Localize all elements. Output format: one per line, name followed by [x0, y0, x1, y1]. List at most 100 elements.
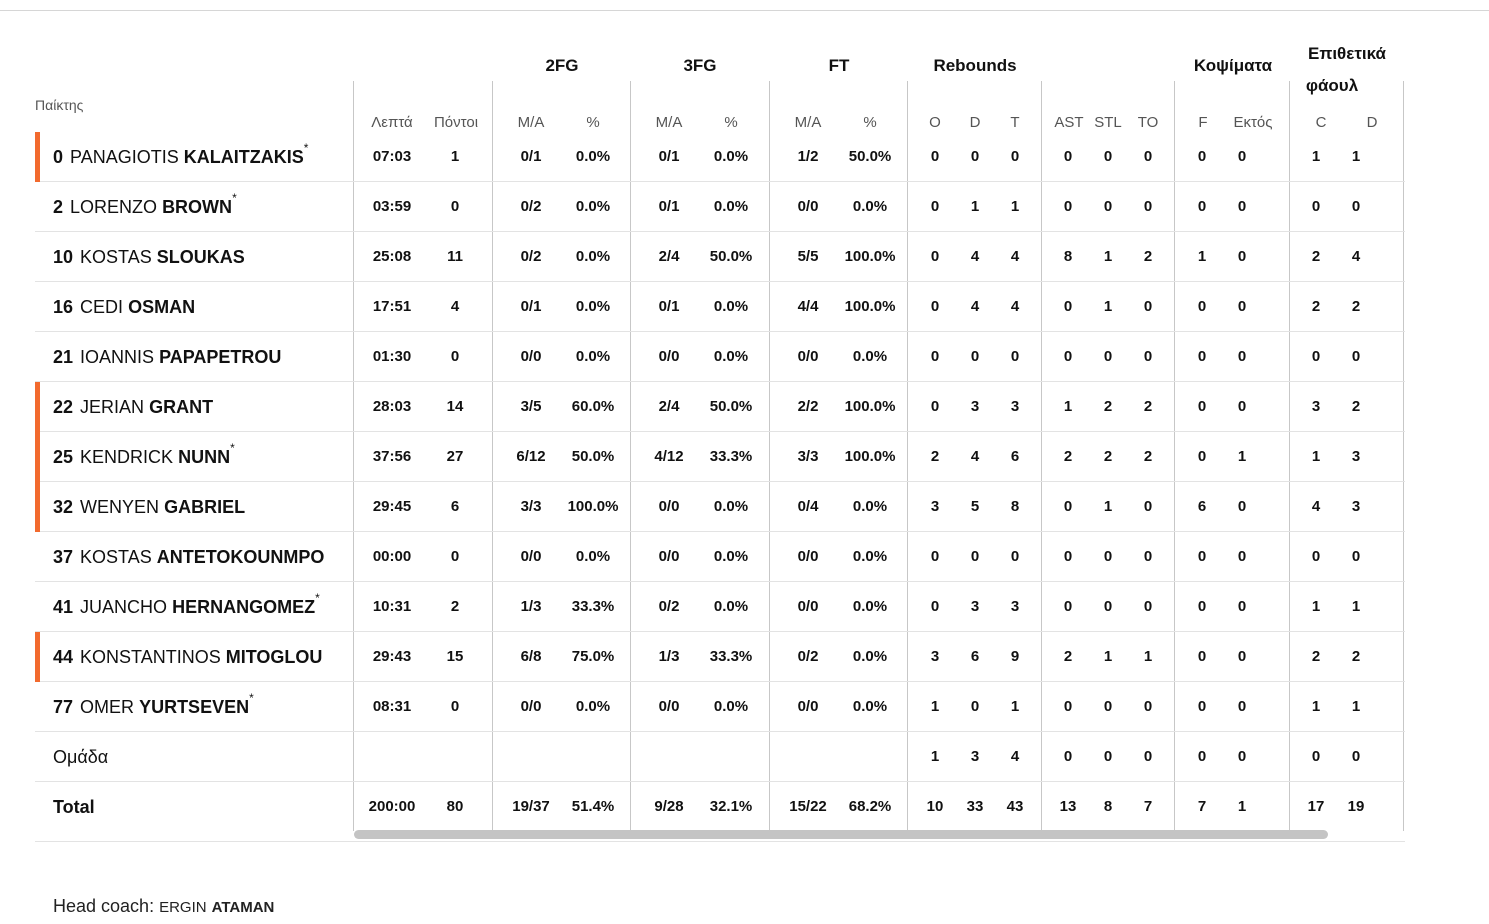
player-number: 41 [53, 597, 74, 617]
head-coach-first-name: ERGIN [159, 899, 207, 916]
player-name-link[interactable]: 2 LORENZO BROWN* [53, 182, 237, 232]
stat-t: 6 [1010, 448, 1020, 465]
stat-stl: 0 [1103, 748, 1113, 765]
player-name-link[interactable]: 77 OMER YURTSEVEN* [53, 682, 254, 732]
stat-fg3-pct: 50.0% [709, 398, 753, 415]
stat-c: 1 [1311, 148, 1321, 165]
stat-ft-ma: 0/0 [797, 698, 819, 715]
stat-fg2-pct: 0.0% [575, 198, 611, 215]
stat-out: 0 [1237, 698, 1247, 715]
stat-d: 3 [970, 598, 980, 615]
stat-c: 1 [1311, 598, 1321, 615]
stat-f: 0 [1197, 148, 1207, 165]
stat-fg2-ma: 0/0 [520, 548, 542, 565]
stat-f: 1 [1197, 248, 1207, 265]
player-name-link[interactable]: 32 WENYEN GABRIEL [53, 482, 245, 532]
player-name-link[interactable]: 37 KOSTAS ANTETOKOUNMPO [53, 532, 324, 582]
player-name-link[interactable]: 16 CEDI OSMAN [53, 282, 195, 332]
stat-f: 0 [1197, 748, 1207, 765]
subheader-c[interactable]: C [1315, 114, 1327, 131]
player-first-name: PANAGIOTIS [70, 147, 179, 167]
horizontal-scrollbar[interactable] [354, 830, 1328, 839]
stat-to: 2 [1143, 448, 1153, 465]
subheader-d[interactable]: D [969, 114, 981, 131]
subheader-min[interactable]: Λεπτά [371, 114, 413, 131]
stat-ast: 0 [1063, 548, 1073, 565]
stat-out: 0 [1237, 248, 1247, 265]
player-name-link[interactable]: 10 KOSTAS SLOUKAS [53, 232, 245, 282]
stat-t: 0 [1010, 148, 1020, 165]
player-name-link[interactable]: 0 PANAGIOTIS KALAITZAKIS* [53, 132, 308, 182]
stat-d: 4 [970, 248, 980, 265]
subheader-t[interactable]: T [1010, 114, 1020, 131]
stat-dd: 0 [1351, 748, 1361, 765]
stat-f: 0 [1197, 298, 1207, 315]
player-number: 44 [53, 647, 74, 667]
stat-ft-pct: 0.0% [852, 698, 888, 715]
stat-fg2-pct: 33.3% [571, 598, 615, 615]
player-number: 32 [53, 497, 74, 517]
stat-stl: 1 [1103, 248, 1113, 265]
stat-d: 0 [970, 148, 980, 165]
header-rebounds: Rebounds [933, 56, 1017, 75]
stat-stl: 0 [1103, 348, 1113, 365]
stat-min: 25:08 [372, 248, 412, 265]
stat-ft-ma: 0/0 [797, 348, 819, 365]
stat-pts: 0 [450, 198, 460, 215]
subheader-out[interactable]: Εκτός [1233, 114, 1273, 131]
stat-ft-ma: 15/22 [789, 798, 827, 815]
subheader-ast[interactable]: AST [1054, 114, 1084, 131]
stat-stl: 0 [1103, 698, 1113, 715]
stat-fg3-pct: 0.0% [713, 348, 749, 365]
stat-ft-pct: 0.0% [852, 548, 888, 565]
subheader-stl[interactable]: STL [1094, 114, 1122, 131]
player-name-link[interactable]: 44 KONSTANTINOS MITOGLOU [53, 632, 322, 682]
subheader-ft-pct[interactable]: % [863, 114, 877, 131]
player-name-link[interactable]: 25 KENDRICK NUNN* [53, 432, 235, 482]
stat-dd: 1 [1351, 598, 1361, 615]
stat-min: 00:00 [372, 548, 412, 565]
stat-ft-ma: 0/0 [797, 548, 819, 565]
stat-stl: 1 [1103, 298, 1113, 315]
subheader-fg2-pct[interactable]: % [586, 114, 600, 131]
subheader-to[interactable]: TO [1137, 114, 1159, 131]
stat-fg3-ma: 2/4 [658, 398, 680, 415]
player-number: 77 [53, 697, 74, 717]
stat-fg3-ma: 0/1 [658, 148, 680, 165]
subheader-fg2-ma[interactable]: M/A [517, 114, 545, 131]
stat-ft-pct: 0.0% [852, 198, 888, 215]
player-number: 16 [53, 297, 74, 317]
subheader-dd[interactable]: D [1366, 114, 1378, 131]
player-last-name: MITOGLOU [225, 647, 323, 667]
stat-dd: 1 [1351, 698, 1361, 715]
subheader-fg3-ma[interactable]: M/A [655, 114, 683, 131]
player-name-link[interactable]: 22 JERIAN GRANT [53, 382, 213, 432]
stat-ast: 0 [1063, 148, 1073, 165]
stat-o: 1 [930, 698, 940, 715]
stat-fg2-ma: 0/1 [520, 148, 542, 165]
subheader-f[interactable]: F [1198, 114, 1208, 131]
stat-fg2-ma: 0/2 [520, 248, 542, 265]
player-name-link[interactable]: 41 JUANCHO HERNANGOMEZ* [53, 582, 320, 632]
subheader-pts[interactable]: Πόντοι [433, 114, 479, 131]
stat-fg2-ma: 3/3 [520, 498, 542, 515]
stat-dd: 0 [1351, 348, 1361, 365]
subheader-fg3-pct[interactable]: % [724, 114, 738, 131]
player-number: 21 [53, 347, 74, 367]
stat-o: 0 [930, 348, 940, 365]
player-number: 2 [53, 197, 64, 217]
stat-ast: 1 [1063, 398, 1073, 415]
stat-c: 2 [1311, 248, 1321, 265]
player-last-name: BROWN [162, 197, 233, 217]
stat-c: 4 [1311, 498, 1321, 515]
stat-d: 0 [970, 548, 980, 565]
stat-pts: 6 [450, 498, 460, 515]
stat-fg2-ma: 0/2 [520, 198, 542, 215]
subheader-ft-ma[interactable]: M/A [794, 114, 822, 131]
stat-f: 0 [1197, 398, 1207, 415]
column-divider [907, 81, 908, 831]
stat-t: 3 [1010, 598, 1020, 615]
subheader-o[interactable]: O [929, 114, 941, 131]
stat-to: 0 [1143, 348, 1153, 365]
player-name-link[interactable]: 21 IOANNIS PAPAPETROU [53, 332, 281, 382]
